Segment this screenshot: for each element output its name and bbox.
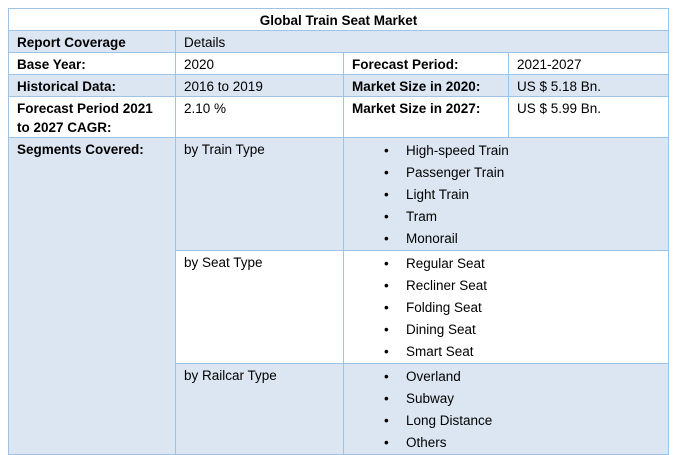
table-cell: US $ 5.18 Bn. <box>508 74 669 97</box>
cell-label: Forecast Period 2021 to 2027 CAGR: <box>17 101 153 135</box>
table-row: Report Coverage Details <box>8 30 669 53</box>
table-cell: by Seat Type <box>175 250 344 364</box>
table-cell: by Train Type <box>175 137 344 251</box>
table-cell: Segments Covered: <box>8 137 176 455</box>
list-cell: High-speed TrainPassenger TrainLight Tra… <box>343 137 669 251</box>
bullet-item: Smart Seat <box>384 341 660 363</box>
table-cell: 2.10 % <box>175 96 344 138</box>
cell-value: 2021-2027 <box>517 57 582 72</box>
cell-value: 2016 to 2019 <box>184 79 263 94</box>
bullet-list: High-speed TrainPassenger TrainLight Tra… <box>352 140 660 250</box>
bullet-item: High-speed Train <box>384 140 660 162</box>
bullet-item: Recliner Seat <box>384 275 660 297</box>
cell-label: Market Size in 2020: <box>352 79 481 94</box>
table-title: Global Train Seat Market <box>8 8 669 31</box>
table-row: Segments Covered: by Train Type High-speed… <box>8 137 669 455</box>
cell-label: Segments Covered: <box>17 142 144 157</box>
bullet-item: Light Train <box>384 184 660 206</box>
cell-label: Base Year: <box>17 57 86 72</box>
bullet-list: Regular SeatRecliner SeatFolding SeatDin… <box>352 253 660 363</box>
table-cell: 2020 <box>175 52 344 75</box>
cell-value: by Seat Type <box>184 255 263 270</box>
table-cell: Market Size in 2020: <box>343 74 509 97</box>
bullet-item: Regular Seat <box>384 253 660 275</box>
cell-value: 2020 <box>184 57 215 72</box>
title-row: Global Train Seat Market <box>8 8 669 31</box>
list-cell: OverlandSubwayLong DistanceOthers <box>343 363 669 455</box>
table-cell: Market Size in 2027: <box>343 96 509 138</box>
table-cell: by Railcar Type <box>175 363 344 455</box>
table-cell: Forecast Period: <box>343 52 509 75</box>
table-cell: Forecast Period 2021 to 2027 CAGR: <box>8 96 176 138</box>
bullet-item: Tram <box>384 206 660 228</box>
bullet-item: Long Distance <box>384 410 660 432</box>
cell-label: Forecast Period: <box>352 57 459 72</box>
table-row: Forecast Period 2021 to 2027 CAGR: 2.10 %… <box>8 96 669 138</box>
table-row: by Seat Type Regular SeatRecliner SeatFol… <box>9 250 669 364</box>
table-row: Historical Data: 2016 to 2019 Market Size … <box>8 74 669 97</box>
table-cell: Details <box>175 30 669 53</box>
cell-value: US $ 5.18 Bn. <box>517 79 602 94</box>
cell-value: by Train Type <box>184 142 265 157</box>
bullet-item: Folding Seat <box>384 297 660 319</box>
table-cell: Report Coverage <box>8 30 176 53</box>
cell-value: Details <box>184 35 226 50</box>
bullet-item: Passenger Train <box>384 162 660 184</box>
table-cell: 2016 to 2019 <box>175 74 344 97</box>
cell-label: Market Size in 2027: <box>352 101 481 116</box>
bullet-list: OverlandSubwayLong DistanceOthers <box>352 366 660 454</box>
table-row: Base Year: 2020 Forecast Period: 2021-2027 <box>8 52 669 75</box>
cell-value: by Railcar Type <box>184 368 277 383</box>
bullet-item: Overland <box>384 366 660 388</box>
cell-label: Report Coverage <box>17 35 126 50</box>
bullet-item: Others <box>384 432 660 454</box>
table-cell: Base Year: <box>8 52 176 75</box>
market-table: Global Train Seat Market Report Coverage… <box>8 8 669 455</box>
list-cell: Regular SeatRecliner SeatFolding SeatDin… <box>343 250 669 364</box>
table-row: by Railcar Type OverlandSubwayLong Distan… <box>9 363 669 455</box>
table-cell: US $ 5.99 Bn. <box>508 96 669 138</box>
cell-label: Historical Data: <box>17 79 117 94</box>
cell-value: 2.10 % <box>184 101 227 116</box>
bullet-item: Subway <box>384 388 660 410</box>
table-cell: Historical Data: <box>8 74 176 97</box>
bullet-item: Monorail <box>384 228 660 250</box>
cell-value: US $ 5.99 Bn. <box>517 101 602 116</box>
bullet-item: Dining Seat <box>384 319 660 341</box>
table-cell: 2021-2027 <box>508 52 669 75</box>
